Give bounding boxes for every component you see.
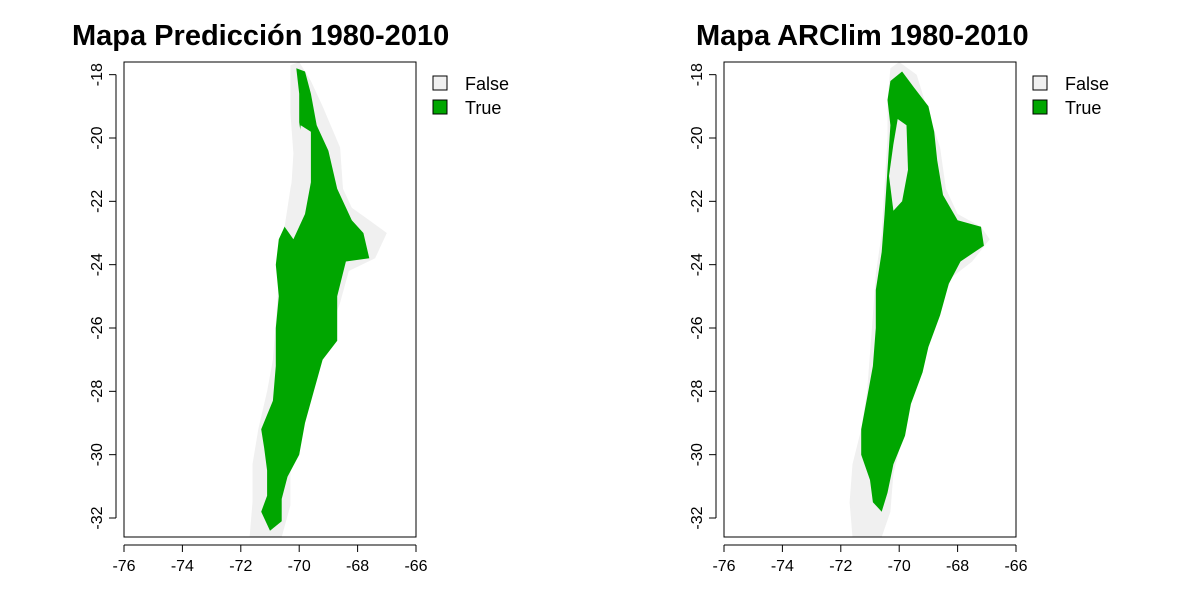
- legend-true-label: True: [465, 98, 501, 118]
- y-tick-label: -24: [689, 253, 706, 276]
- x-tick-label: -66: [1004, 558, 1027, 575]
- y-tick-label: -28: [89, 380, 106, 403]
- legend-false-label: False: [465, 74, 509, 94]
- map-title: Mapa ARClim 1980-2010: [696, 20, 1029, 52]
- x-tick-label: -76: [712, 558, 735, 575]
- y-tick-label: -18: [89, 63, 106, 86]
- x-tick-label: -70: [288, 558, 311, 575]
- map-panel-arclim: Mapa ARClim 1980-2010 -76 -74 -72 -70 -68 -66…: [689, 20, 1109, 575]
- y-tick-label: -18: [689, 63, 706, 86]
- y-tick-label: -26: [689, 316, 706, 339]
- y-axis: -18 -20 -22 -24 -26 -28 -30 -32: [89, 63, 117, 530]
- legend-true-label: True: [1065, 98, 1101, 118]
- legend-true-swatch: [1032, 99, 1048, 115]
- x-axis: -76 -74 -72 -70 -68 -66: [112, 544, 428, 575]
- y-tick-label: -30: [89, 443, 106, 466]
- y-axis: -18 -20 -22 -24 -26 -28 -30 -32: [689, 63, 717, 530]
- legend: False True: [432, 74, 509, 118]
- map-panel-prediction: Mapa Predicción 1980-2010 -76 -74 -72 -70 -6…: [72, 20, 509, 575]
- x-tick-label: -68: [946, 558, 969, 575]
- plot-area: [723, 61, 1017, 538]
- y-tick-label: -20: [689, 126, 706, 149]
- map-title: Mapa Predicción 1980-2010: [72, 20, 449, 52]
- legend-false-swatch: [1032, 75, 1048, 91]
- legend-false-label: False: [1065, 74, 1109, 94]
- y-tick-label: -22: [689, 190, 706, 213]
- false-region-interior: [284, 125, 311, 240]
- y-tick-label: -32: [89, 506, 106, 529]
- x-axis: -76 -74 -72 -70 -68 -66: [712, 544, 1028, 575]
- x-tick-label: -66: [404, 558, 427, 575]
- true-region: [861, 71, 984, 512]
- legend: False True: [1032, 74, 1109, 118]
- x-tick-label: -72: [829, 558, 852, 575]
- legend-false-swatch: [432, 75, 448, 91]
- y-tick-label: -26: [89, 316, 106, 339]
- y-tick-label: -24: [89, 253, 106, 276]
- y-tick-label: -30: [689, 443, 706, 466]
- plot-frame: [123, 61, 417, 538]
- legend-true-swatch: [432, 99, 448, 115]
- false-region-interior: [889, 119, 908, 211]
- x-tick-label: -74: [771, 558, 794, 575]
- x-tick-label: -68: [346, 558, 369, 575]
- y-tick-label: -22: [89, 190, 106, 213]
- plot-frame: [723, 61, 1017, 538]
- y-tick-label: -20: [89, 126, 106, 149]
- x-tick-label: -76: [112, 558, 135, 575]
- y-tick-label: -32: [689, 506, 706, 529]
- x-tick-label: -74: [171, 558, 194, 575]
- x-tick-label: -70: [888, 558, 911, 575]
- true-region: [261, 68, 370, 531]
- x-tick-label: -72: [229, 558, 252, 575]
- plot-area: [123, 61, 417, 538]
- y-tick-label: -28: [689, 380, 706, 403]
